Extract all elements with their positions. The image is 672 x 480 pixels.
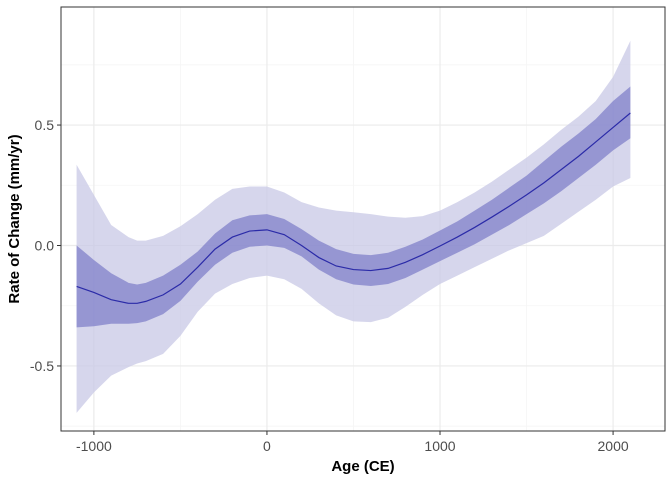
y-tick-label: 0.0 (35, 238, 55, 254)
x-axis: -1000 0 1000 2000 (76, 431, 629, 454)
x-tick-label: 2000 (598, 438, 629, 454)
mean-lines (76, 112, 631, 304)
outer-confidence-band (76, 40, 631, 413)
mean-rate-line (76, 112, 631, 304)
y-axis: -0.5 0.0 0.5 (30, 117, 61, 374)
plot-panel-border (60, 6, 666, 432)
x-tick-label: 1000 (424, 438, 455, 454)
y-axis-title: Rate of Change (mm/yr) (6, 134, 23, 303)
x-axis-title: Age (CE) (331, 458, 394, 475)
x-tick-label: 0 (263, 438, 271, 454)
y-tick-label: -0.5 (30, 358, 54, 374)
y-tick-label: 0.5 (35, 117, 55, 133)
x-tick-label: -1000 (76, 438, 112, 454)
